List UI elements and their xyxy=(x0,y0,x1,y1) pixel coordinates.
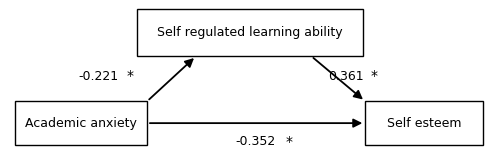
FancyBboxPatch shape xyxy=(15,101,147,145)
Text: -0.221: -0.221 xyxy=(78,70,118,83)
Text: *: * xyxy=(370,69,378,83)
Text: 0.361: 0.361 xyxy=(328,70,364,83)
Text: *: * xyxy=(286,135,292,149)
FancyBboxPatch shape xyxy=(365,101,483,145)
FancyBboxPatch shape xyxy=(138,9,362,56)
Text: Self regulated learning ability: Self regulated learning ability xyxy=(157,26,343,39)
Text: Self esteem: Self esteem xyxy=(386,117,461,130)
Text: -0.352: -0.352 xyxy=(236,135,276,148)
Text: *: * xyxy=(126,69,134,83)
Text: Academic anxiety: Academic anxiety xyxy=(25,117,137,130)
